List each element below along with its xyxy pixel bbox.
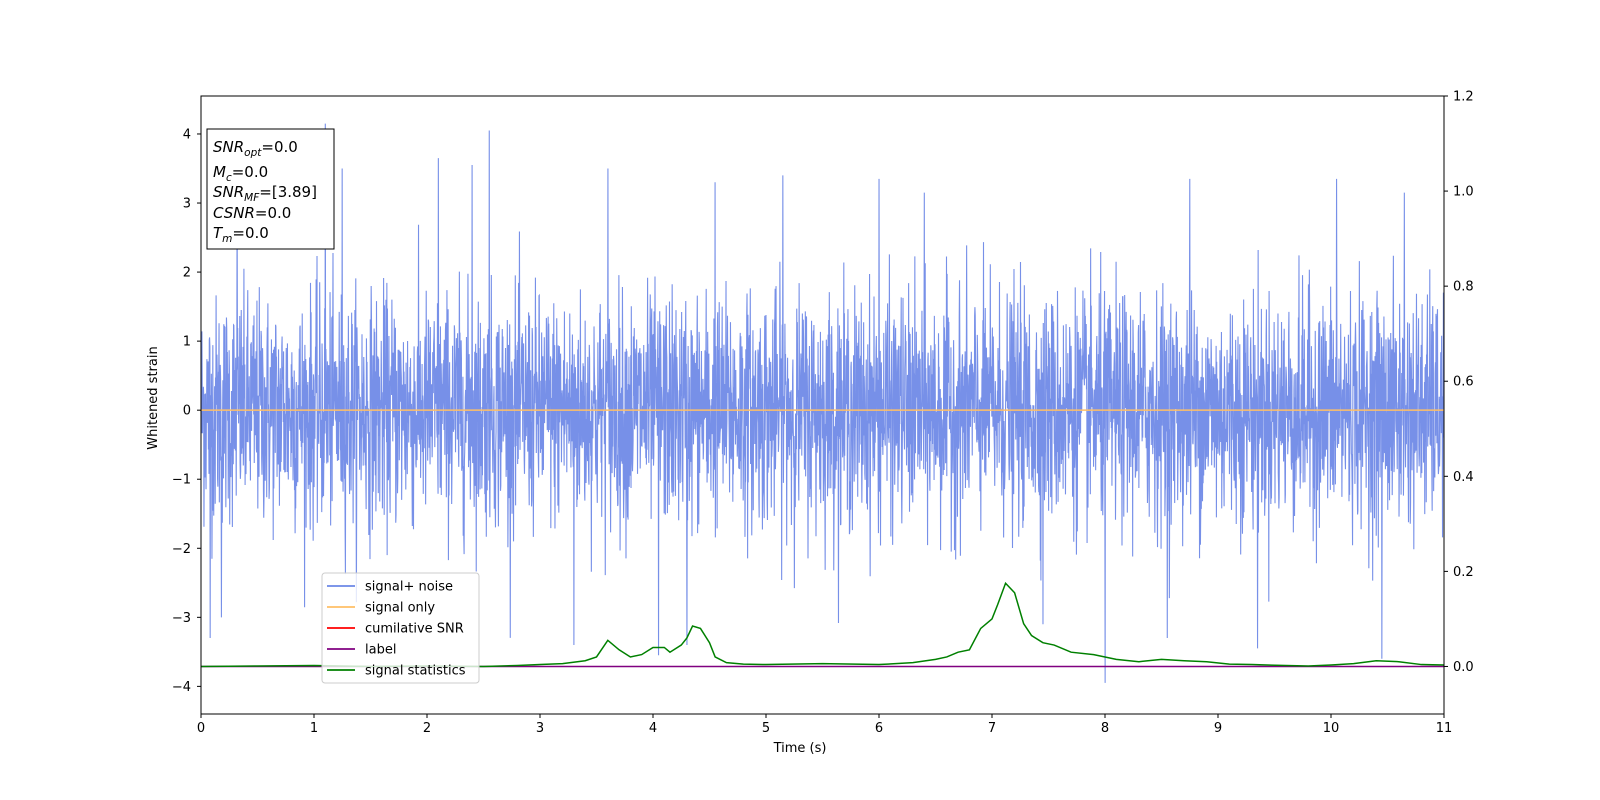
y2-tick-label: 1.0	[1453, 185, 1474, 200]
series-line-signal-statistics	[201, 581, 1444, 668]
x-tick-label: 7	[988, 721, 996, 736]
x-tick-label: 8	[1101, 721, 1109, 736]
legend-label: signal+ noise	[365, 580, 453, 595]
x-tick-label: 11	[1436, 721, 1453, 736]
info-box-line: CSNR=0.0	[213, 204, 291, 222]
legend-label: label	[365, 643, 396, 658]
x-tick-label: 6	[875, 721, 883, 736]
legend-frame	[321, 572, 480, 684]
legend-label: signal statistics	[365, 664, 466, 679]
info-box-line: Tm=0.0	[213, 224, 269, 245]
plot-frame	[200, 95, 1445, 715]
x-tick-label: 1	[310, 721, 318, 736]
y2-tick-label: 0.4	[1453, 470, 1474, 485]
y-tick-label: 2	[183, 266, 191, 281]
x-tick-label: 5	[762, 721, 770, 736]
x-tick-label: 10	[1323, 721, 1340, 736]
x-tick-label: 4	[649, 721, 657, 736]
info-box-line: SNRopt=0.0	[213, 138, 298, 159]
y2-tick-label: 0.0	[1453, 660, 1474, 675]
y-tick-label: 3	[183, 197, 191, 212]
y-tick-label: 4	[183, 127, 191, 142]
x-tick-label: 3	[536, 721, 544, 736]
y2-tick-label: 0.6	[1453, 375, 1474, 390]
x-tick-label: 2	[423, 721, 431, 736]
y-tick-label: −3	[172, 611, 191, 626]
info-box-frame	[206, 128, 335, 250]
y-tick-label: 0	[183, 404, 191, 419]
legend-label: cumilative SNR	[365, 622, 464, 637]
y-tick-label: 1	[183, 335, 191, 350]
x-tick-label: 9	[1214, 721, 1222, 736]
y2-tick-label: 0.2	[1453, 565, 1474, 580]
x-axis-label: Time (s)	[773, 741, 827, 756]
y-tick-label: −2	[172, 542, 191, 557]
y2-tick-label: 0.8	[1453, 280, 1474, 295]
axes-layer: 0 1 2 3 4 5 6 7 8 9 10 11 −4 −3 −2 −1 0 1 2 3 4 0.0 0.2 0.4 0.6 0…	[172, 90, 1474, 737]
legend-label: signal only	[365, 601, 435, 616]
x-tick-label: 0	[197, 721, 205, 736]
y-axis-label: Whitened strain	[146, 346, 161, 449]
legend: signal+ noise signal only cumilative SNR la…	[321, 572, 480, 684]
series-line-signal-plus-noise	[201, 123, 1444, 683]
info-box-line: Mc=0.0	[213, 163, 268, 184]
y2-tick-label: 1.2	[1453, 90, 1474, 105]
y-tick-label: −4	[172, 680, 191, 695]
info-box-line: SNRMF=[3.89]	[213, 183, 317, 204]
y-tick-label: −1	[172, 473, 191, 488]
